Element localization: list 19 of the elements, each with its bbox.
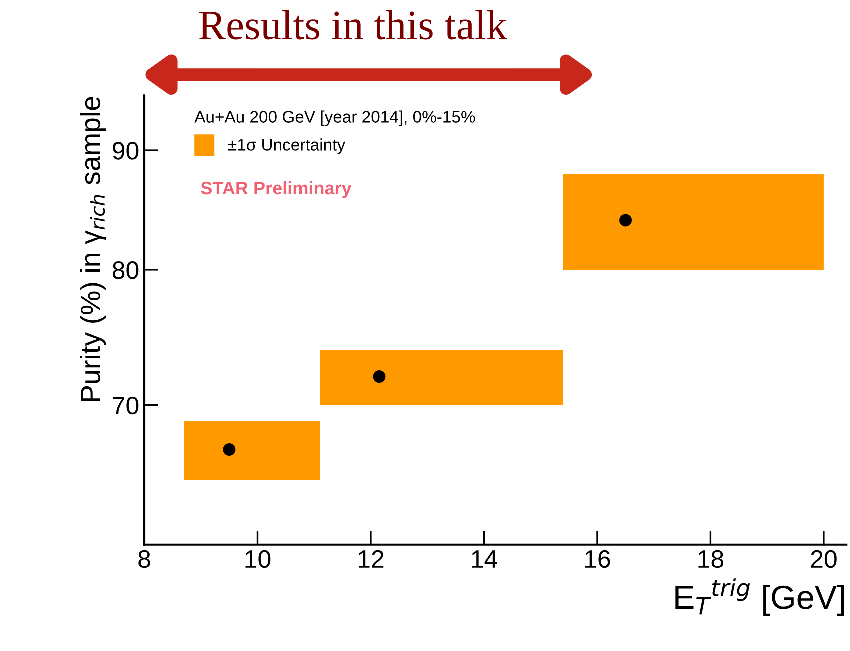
x-tick-label: 14 (472, 550, 498, 568)
point (373, 370, 386, 384)
annotation: STAR Preliminary (201, 181, 352, 198)
y-tick-label: 80 (112, 262, 139, 280)
x-tick-label: 16 (585, 550, 610, 568)
y-tick-label: 90 (113, 142, 139, 160)
x-tick-label: 18 (698, 550, 724, 568)
x-tick-label: 10 (246, 550, 271, 568)
x-tick-label: 12 (358, 550, 384, 568)
point (223, 444, 236, 456)
legend-label: ±1σ Uncertainty (228, 138, 346, 154)
x-tick-label: 20 (811, 550, 837, 568)
chart-title: Results in this talk (199, 10, 508, 40)
legend-title: Au+Au 200 GeV [year 2014], 0%-15% (194, 110, 476, 126)
x-axis-title: E$_{T}$$^{trig}$ [GeV] (676, 578, 844, 616)
point (620, 214, 632, 227)
x-tick-label: 8 (138, 550, 150, 568)
y-axis-title: Purity (%) in γ$_{rich}$ sample (80, 97, 106, 402)
y-tick-label: 70 (113, 396, 139, 415)
